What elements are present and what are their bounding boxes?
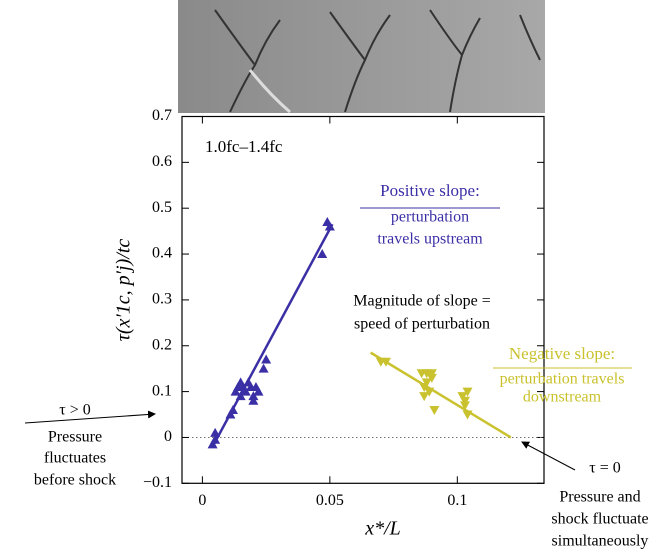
point (459, 401, 470, 411)
annotation: Positive slope: (380, 181, 480, 200)
schlieren-image (178, 0, 545, 114)
arrow (521, 441, 576, 471)
point (421, 378, 432, 388)
y-tick-label: 0.4 (152, 245, 172, 262)
point (227, 404, 238, 414)
annotation: shock fluctuate (551, 511, 648, 528)
annotation: speed of perturbation (354, 316, 490, 333)
point (459, 396, 470, 406)
point (462, 387, 473, 397)
point (457, 392, 468, 402)
y-tick-label: 0.7 (152, 107, 172, 124)
annotation: fluctuates (44, 450, 106, 467)
point (429, 405, 440, 415)
x-tick-label: 0 (198, 492, 206, 509)
annotation: Pressure (48, 429, 102, 446)
point (261, 354, 272, 364)
point (419, 392, 430, 402)
point (248, 395, 259, 405)
y-axis-label: τ(x′1c, p′j)/tc (113, 239, 135, 342)
point (426, 373, 437, 383)
point (462, 410, 473, 420)
point (380, 357, 391, 367)
annotation: τ > 0 (59, 402, 90, 419)
point (235, 391, 246, 401)
annotation: Pressure and (559, 489, 640, 506)
point (248, 391, 259, 401)
annotation: Magnitude of slope = (353, 293, 490, 310)
x-tick-label: 0.05 (316, 492, 344, 509)
y-tick-label: 0.5 (152, 199, 172, 216)
y-tick-label: 0.2 (152, 336, 172, 353)
fit-line (370, 351, 512, 439)
y-tick-label: 0.6 (152, 153, 172, 170)
annotation: 1.0fc–1.4fc (205, 137, 283, 156)
annotation: downstream (523, 389, 602, 406)
annotation: travels upstream (377, 231, 483, 248)
point (240, 386, 251, 396)
annotation: perturbation travels (500, 371, 625, 388)
point (210, 427, 221, 437)
y-tick-label: 0.3 (152, 291, 172, 308)
arrow (24, 410, 156, 424)
annotation: before shock (34, 472, 116, 489)
annotation: τ = 0 (589, 460, 620, 477)
y-tick-label: −0.1 (143, 474, 172, 491)
point (258, 363, 269, 373)
x-axis-label: x*/L (364, 518, 401, 540)
point (426, 369, 437, 379)
point (424, 387, 435, 397)
point (253, 386, 264, 396)
point (317, 249, 328, 259)
y-tick-label: 0.1 (152, 382, 172, 399)
point (225, 409, 236, 419)
point (324, 221, 335, 231)
annotation: Negative slope: (509, 344, 615, 363)
annotation: perturbation (391, 209, 469, 226)
y-tick-label: 0 (164, 428, 172, 445)
x-tick-label: 0.1 (447, 492, 467, 509)
annotation: simultaneously (552, 533, 649, 550)
point (207, 439, 218, 449)
point (230, 386, 241, 396)
point (210, 434, 221, 444)
